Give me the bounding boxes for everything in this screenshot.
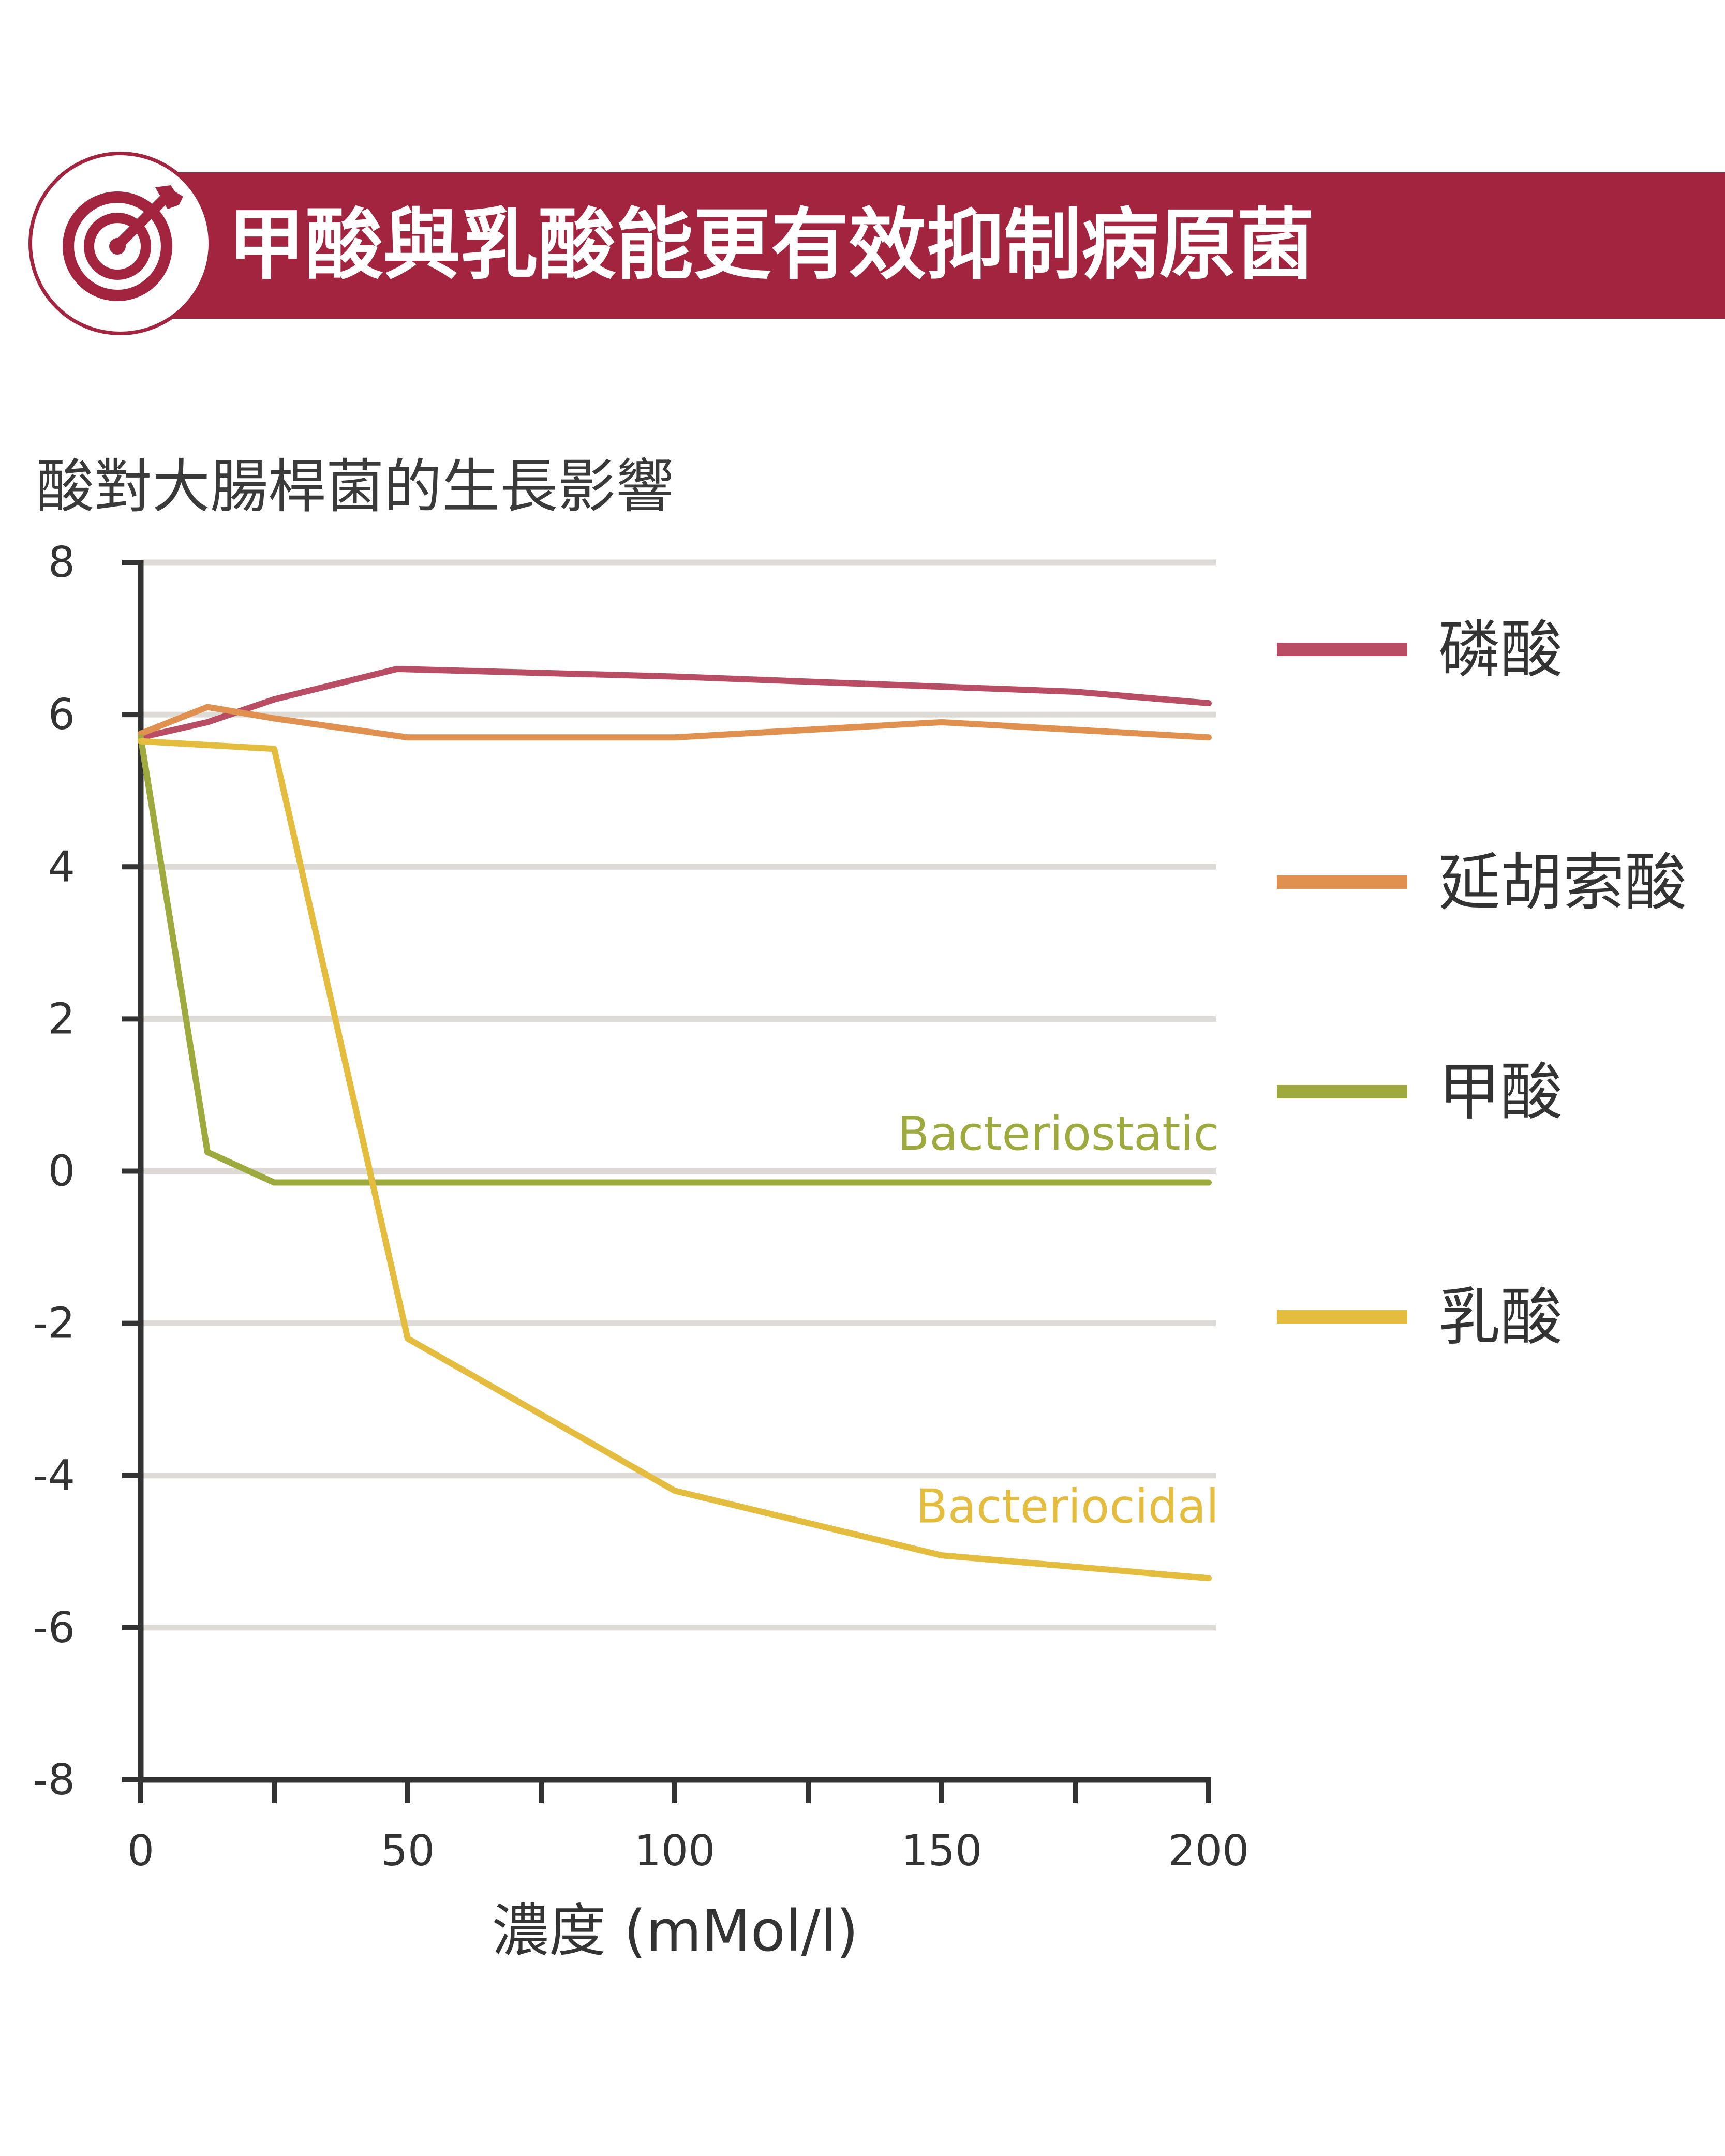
chart-title: 酸對大腸桿菌的生長影響 xyxy=(36,453,674,521)
y-tick-label: 8 xyxy=(48,538,75,587)
target-icon xyxy=(63,185,183,301)
legend-label: 甲酸 xyxy=(1438,1057,1563,1128)
series-line xyxy=(138,665,1212,741)
y-tick-label: -6 xyxy=(33,1603,75,1653)
x-tick-label: 0 xyxy=(127,1826,154,1876)
title-banner: 甲酸與乳酸能更有效抑制病原菌 xyxy=(150,172,1725,319)
series-line xyxy=(138,738,1212,1582)
y-tick-label: 4 xyxy=(48,842,75,891)
legend-label: 延胡索酸 xyxy=(1438,847,1687,919)
target-badge xyxy=(28,152,212,335)
y-tick-label: 0 xyxy=(48,1147,75,1196)
y-tick-label: -4 xyxy=(33,1451,75,1500)
x-tick-label: 200 xyxy=(1168,1826,1250,1876)
x-tick-label: 50 xyxy=(381,1826,435,1876)
y-tick-label: 2 xyxy=(48,994,75,1044)
y-tick-label: -8 xyxy=(33,1756,75,1805)
legend-label: 乳酸 xyxy=(1438,1282,1563,1354)
y-tick-label: -2 xyxy=(33,1299,75,1348)
annotation-label: Bacteriostatic xyxy=(898,1107,1219,1161)
legend-label: 磷酸 xyxy=(1438,614,1563,686)
annotation-label: Bacteriocidal xyxy=(916,1480,1219,1534)
page-title: 甲酸與乳酸能更有效抑制病原菌 xyxy=(228,200,1315,290)
series-line xyxy=(138,734,1212,1186)
y-tick-label: 6 xyxy=(48,690,75,739)
x-tick-label: 100 xyxy=(634,1826,716,1876)
x-tick-label: 150 xyxy=(901,1826,983,1876)
series-line xyxy=(138,704,1212,741)
x-axis-label: 濃度 (mMol/l) xyxy=(492,1898,858,1964)
